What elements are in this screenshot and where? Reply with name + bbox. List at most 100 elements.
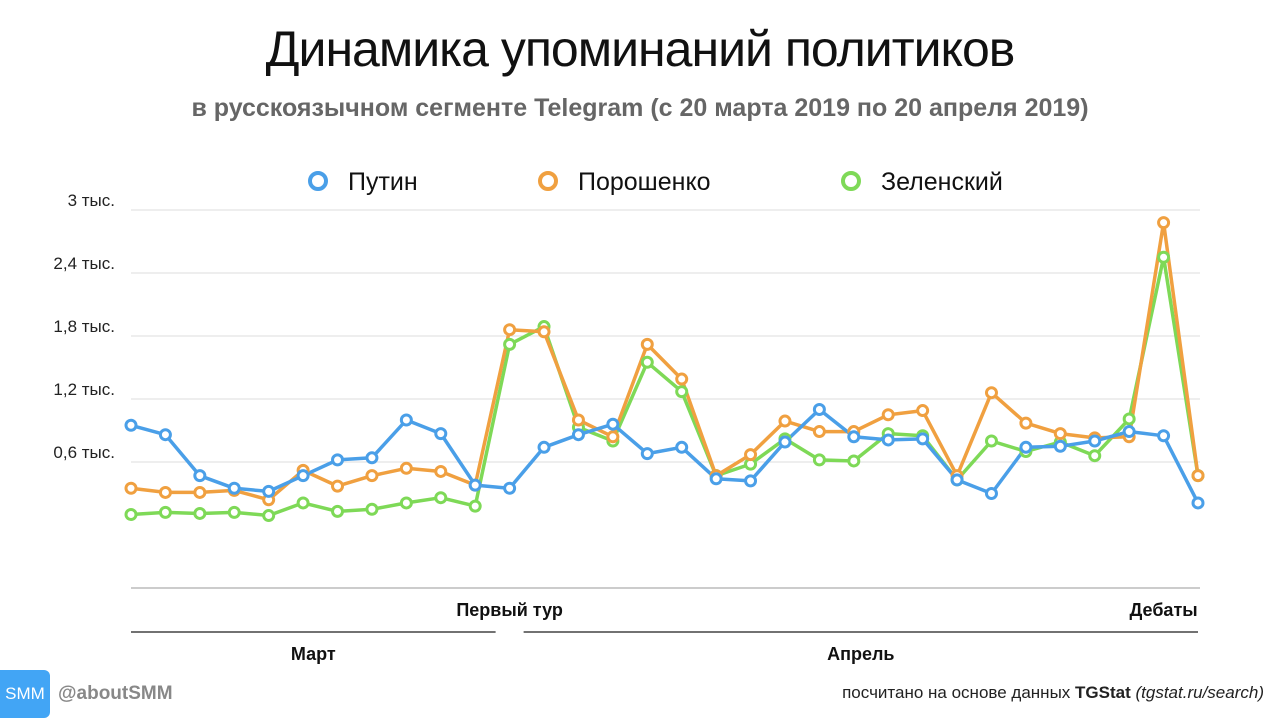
data-point — [399, 413, 413, 427]
data-point — [916, 404, 930, 418]
data-point — [1157, 216, 1171, 230]
source-link[interactable]: (tgstat.ru/search) — [1135, 683, 1265, 702]
data-point — [124, 481, 138, 495]
data-point — [503, 337, 517, 351]
data-point — [537, 325, 551, 339]
legend-marker — [841, 171, 861, 191]
data-point — [434, 464, 448, 478]
data-point — [158, 428, 172, 442]
y-tick-label: 0,6 тыс. — [53, 443, 115, 462]
data-point — [296, 496, 310, 510]
data-point — [399, 461, 413, 475]
chart-title: Динамика упоминаний политиков — [265, 21, 1016, 77]
data-point — [158, 485, 172, 499]
data-point — [984, 434, 998, 448]
data-point — [950, 473, 964, 487]
legend-marker — [308, 171, 328, 191]
data-point — [1122, 412, 1136, 426]
data-point — [262, 509, 276, 523]
data-point — [1157, 429, 1171, 443]
data-point — [881, 433, 895, 447]
legend-label: Путин — [348, 168, 418, 196]
y-tick-label: 3 тыс. — [68, 191, 115, 210]
month-label: Апрель — [827, 644, 894, 664]
data-point — [1019, 416, 1033, 430]
data-point — [331, 504, 345, 518]
data-point — [331, 479, 345, 493]
data-point — [468, 499, 482, 513]
series-line — [130, 407, 1200, 504]
data-point — [1053, 427, 1067, 441]
data-point — [503, 481, 517, 495]
data-point — [124, 418, 138, 432]
author-handle: @aboutSMM — [58, 683, 173, 704]
data-point — [434, 427, 448, 441]
data-point — [709, 472, 723, 486]
chart-subtitle: в русскоязычном сегменте Telegram (с 20 … — [191, 94, 1089, 122]
data-point — [1053, 439, 1067, 453]
source-prefix: посчитано на основе данных — [842, 683, 1071, 702]
y-tick-label: 1,8 тыс. — [53, 317, 115, 336]
data-point — [571, 413, 585, 427]
data-point — [193, 469, 207, 483]
series-line — [130, 255, 1200, 518]
data-point — [365, 502, 379, 516]
data-point — [158, 505, 172, 519]
data-point — [331, 453, 345, 467]
data-point — [640, 355, 654, 369]
data-point — [675, 372, 689, 386]
data-point — [916, 432, 930, 446]
data-point — [606, 430, 620, 444]
data-point — [262, 484, 276, 498]
data-point — [296, 469, 310, 483]
legend-label: Зеленский — [881, 168, 1003, 196]
data-point — [468, 478, 482, 492]
legend-label: Порошенко — [578, 168, 711, 196]
data-point — [503, 323, 517, 337]
data-point — [1019, 440, 1033, 454]
data-point — [640, 447, 654, 461]
data-point — [606, 417, 620, 431]
data-point — [193, 485, 207, 499]
data-point — [1157, 250, 1171, 264]
data-point — [399, 496, 413, 510]
data-point — [675, 385, 689, 399]
data-point — [812, 403, 826, 416]
data-point — [1088, 449, 1102, 463]
data-point — [124, 508, 138, 521]
data-point — [227, 481, 241, 495]
data-point — [227, 505, 241, 519]
data-point — [984, 386, 998, 400]
data-point — [778, 414, 792, 428]
data-point — [193, 506, 207, 520]
data-point — [812, 425, 826, 439]
data-point — [1088, 434, 1102, 448]
data-point — [365, 451, 379, 465]
data-point — [537, 440, 551, 454]
data-point — [847, 454, 861, 468]
y-tick-label: 1,2 тыс. — [53, 380, 115, 399]
data-point — [640, 337, 654, 351]
data-point — [984, 487, 998, 500]
data-point — [1191, 496, 1205, 510]
legend-marker — [538, 171, 558, 191]
data-point — [365, 469, 379, 483]
data-point — [434, 491, 448, 505]
data-point — [675, 440, 689, 454]
source-name: TGStat — [1075, 683, 1131, 702]
series-line — [130, 220, 1200, 502]
data-point — [571, 428, 585, 442]
data-point — [744, 448, 758, 462]
month-label: Март — [291, 644, 336, 664]
data-point — [847, 430, 861, 444]
data-point — [812, 453, 826, 467]
event-annotation: Дебаты — [1130, 600, 1198, 620]
y-tick-label: 2,4 тыс. — [53, 254, 115, 273]
data-point — [881, 408, 895, 422]
event-annotation: Первый тур — [456, 600, 562, 620]
data-point — [744, 474, 758, 488]
data-point — [1191, 469, 1205, 483]
smm-logo: SMM — [0, 670, 50, 718]
data-point — [1122, 425, 1136, 439]
